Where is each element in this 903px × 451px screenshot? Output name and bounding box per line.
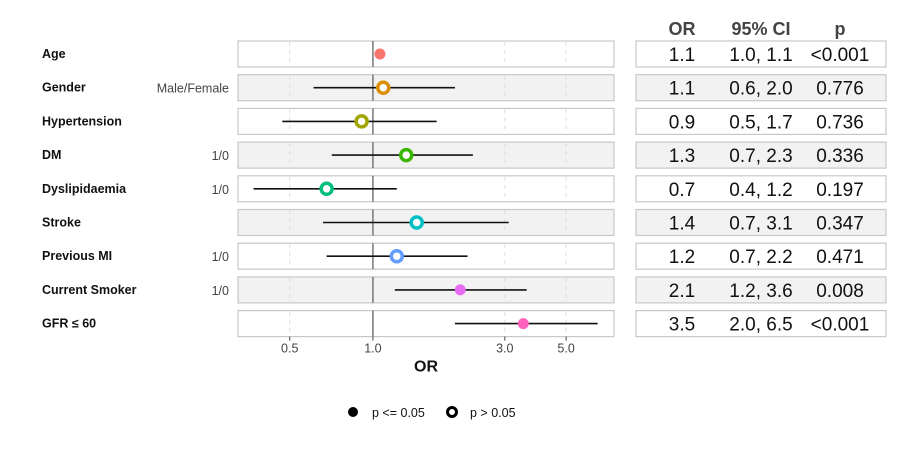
table-header: p [835,19,846,39]
table-cell: 0.197 [816,180,864,201]
x-tick-label: 0.5 [281,342,298,356]
row-sublabel: 1/0 [212,284,229,298]
table-cell: 0.008 [816,281,864,302]
x-tick-label: 1.0 [364,342,381,356]
table-row-panel [635,40,887,68]
table-cell: 1.1 [669,79,695,100]
table-cell: 2.0, 6.5 [729,315,792,336]
table-row-panel [635,74,887,102]
estimate-point [376,80,391,95]
estimate-point [409,215,424,230]
estimate-point [374,48,386,60]
row-label: Age [42,47,66,61]
table-cell: 1.2, 3.6 [729,281,792,302]
table-cell: 3.5 [669,315,695,336]
row-label: Previous MI [42,249,112,263]
table-cell: 0.7, 2.3 [729,146,792,167]
table-cell: 2.1 [669,281,695,302]
table-header: 95% CI [731,19,790,39]
table-cell: 0.9 [669,112,695,133]
row-label: Stroke [42,216,81,230]
table-row-panel [635,276,887,304]
table-cell: 0.776 [816,79,864,100]
row-sublabel: 1/0 [212,183,229,197]
table-cell: 1.2 [669,247,695,268]
table-cell: 1.0, 1.1 [729,45,792,66]
table-cell: 0.736 [816,112,864,133]
table-row-panel [635,107,887,136]
estimate-point [354,114,369,129]
table-row-panel [635,310,887,338]
table-cell: 1.4 [669,214,696,235]
plot-row-panel [237,40,615,68]
table-cell: 0.471 [816,247,864,268]
row-sublabel: Male/Female [157,82,229,96]
row-label: Hypertension [42,114,122,128]
table-cell: 0.4, 1.2 [729,180,792,201]
table-row-panel [635,141,887,169]
row-sublabel: 1/0 [212,250,229,264]
table-cell: 0.336 [816,146,864,167]
table-row-panel [635,175,887,203]
estimate-point [517,318,529,330]
table-cell: 0.7, 2.2 [729,247,792,268]
table-cell: <0.001 [811,315,870,336]
x-tick-label: 3.0 [496,342,513,356]
table-row-panel [635,242,887,270]
estimate-point [319,181,334,197]
legend-open-marker [446,406,458,418]
legend-filled-marker [348,407,358,417]
row-label: Current Smoker [42,283,137,297]
table-cell: 1.1 [669,45,695,66]
table-cell: 0.7, 3.1 [729,214,792,235]
row-sublabel: 1/0 [212,149,229,163]
table-cell: 1.3 [669,146,695,167]
estimate-point [399,147,414,163]
table-cell: 0.7 [669,180,695,201]
table-row-panel [635,208,887,237]
legend-label: p > 0.05 [470,406,516,420]
row-label: GFR ≤ 60 [42,317,96,331]
table-header: OR [669,19,696,39]
row-label: DM [42,148,61,162]
legend-label: p <= 0.05 [372,406,425,420]
estimate-point [389,248,405,264]
table-cell: 0.347 [816,214,864,235]
row-label: Gender [42,81,86,95]
x-tick-label: 5.0 [557,342,574,356]
row-label: Dyslipidaemia [42,182,127,196]
table-cell: 0.6, 2.0 [729,79,792,100]
table-cell: <0.001 [811,45,870,66]
x-axis-title: OR [414,359,438,376]
estimate-point [454,284,466,296]
table-cell: 0.5, 1.7 [729,112,792,133]
